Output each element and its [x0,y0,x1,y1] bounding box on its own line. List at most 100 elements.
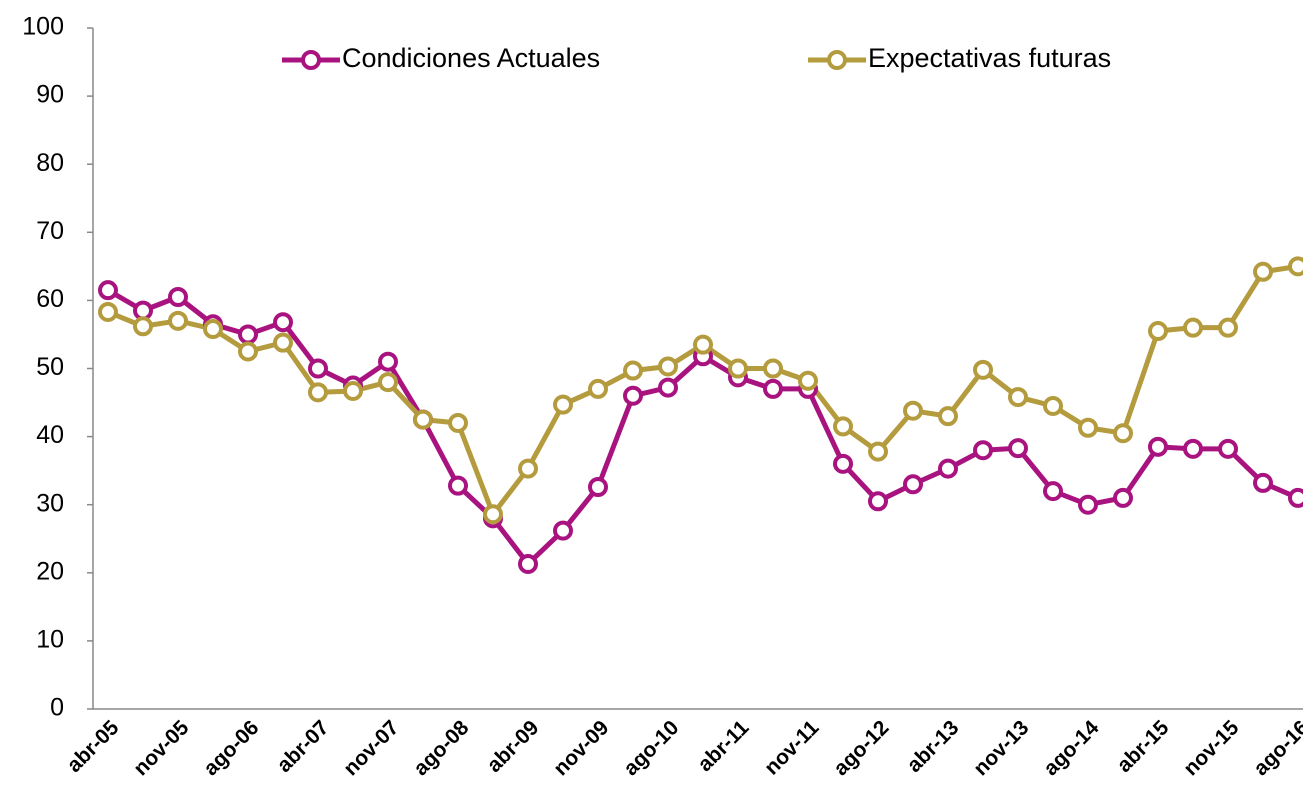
marker [1078,417,1098,438]
marker [798,370,818,391]
y-tick-label: 20 [36,557,64,585]
marker [168,286,188,307]
x-tick-label: abr-07 [273,716,334,777]
marker [693,334,713,355]
marker [1078,494,1098,515]
marker [133,316,153,337]
x-tick-label: abr-05 [63,716,124,777]
marker [658,377,678,398]
marker [413,409,433,430]
marker [763,358,783,379]
marker [518,458,538,479]
x-tick-label: ago-12 [829,716,893,780]
x-tick-label: nov-13 [969,716,1033,780]
marker [1148,321,1168,342]
marker [98,280,118,301]
marker [868,491,888,512]
marker [1218,317,1238,338]
x-tick-label: nov-07 [339,716,403,780]
y-tick-label: 70 [36,217,64,245]
marker [518,553,538,574]
y-tick-label: 90 [36,81,64,109]
marker [868,441,888,462]
marker [448,475,468,496]
x-tick-label: nov-15 [1179,716,1243,780]
marker [1113,423,1133,444]
marker [623,385,643,406]
x-tick-label: abr-15 [1113,716,1174,777]
x-tick-label: nov-11 [760,716,824,780]
marker [1288,487,1303,508]
x-tick-label: ago-14 [1039,716,1103,780]
marker [1183,317,1203,338]
marker [1148,436,1168,457]
marker [903,400,923,421]
marker [308,382,328,403]
y-tick-label: 40 [36,421,64,449]
x-tick-label: nov-09 [549,716,613,780]
marker [1253,472,1273,493]
marker [378,351,398,372]
legend-item: Expectativas futuras [808,43,1111,73]
marker [938,406,958,427]
x-tick-label: ago-08 [409,716,473,780]
y-tick-label: 50 [36,353,64,381]
marker [133,300,153,321]
marker [553,520,573,541]
marker [1218,438,1238,459]
x-tick-label: abr-11 [693,716,753,776]
y-tick-label: 80 [36,149,64,177]
y-tick-label: 0 [50,694,64,722]
marker [1253,261,1273,282]
marker [833,416,853,437]
marker [973,359,993,380]
marker [658,356,678,377]
marker [203,319,223,340]
marker [728,358,748,379]
marker [973,440,993,461]
y-tick-label: 60 [36,285,64,313]
marker [273,332,293,353]
x-tick-label: ago-10 [619,716,683,780]
marker [1043,481,1063,502]
marker [833,453,853,474]
marker [938,458,958,479]
marker [1288,256,1303,277]
legend-label: Condiciones Actuales [342,43,600,73]
marker [308,358,328,379]
marker [623,360,643,381]
marker [98,301,118,322]
marker [448,412,468,433]
marker [1113,487,1133,508]
legend-label: Expectativas futuras [868,43,1111,73]
x-tick-label: abr-09 [483,716,544,777]
x-tick-label: abr-13 [903,716,964,777]
marker [903,474,923,495]
legend-marker [827,50,847,70]
marker [588,476,608,497]
y-tick-label: 10 [36,626,64,654]
x-tick-label: nov-05 [129,716,193,780]
marker [1183,438,1203,459]
y-tick-label: 30 [36,489,64,517]
marker [238,324,258,345]
marker [273,312,293,333]
marker [763,378,783,399]
marker [168,310,188,331]
y-tick-label: 100 [22,13,64,41]
x-tick-label: ago-06 [199,716,263,780]
legend-item: Condiciones Actuales [282,43,600,73]
marker [238,341,258,362]
marker [343,380,363,401]
marker [1043,395,1063,416]
marker [588,378,608,399]
marker [483,504,503,525]
marker [1008,387,1028,408]
series-line [107,263,1299,517]
x-tick-label: ago-16 [1249,716,1303,780]
marker [553,394,573,415]
marker [1008,438,1028,459]
legend-marker [301,50,321,70]
